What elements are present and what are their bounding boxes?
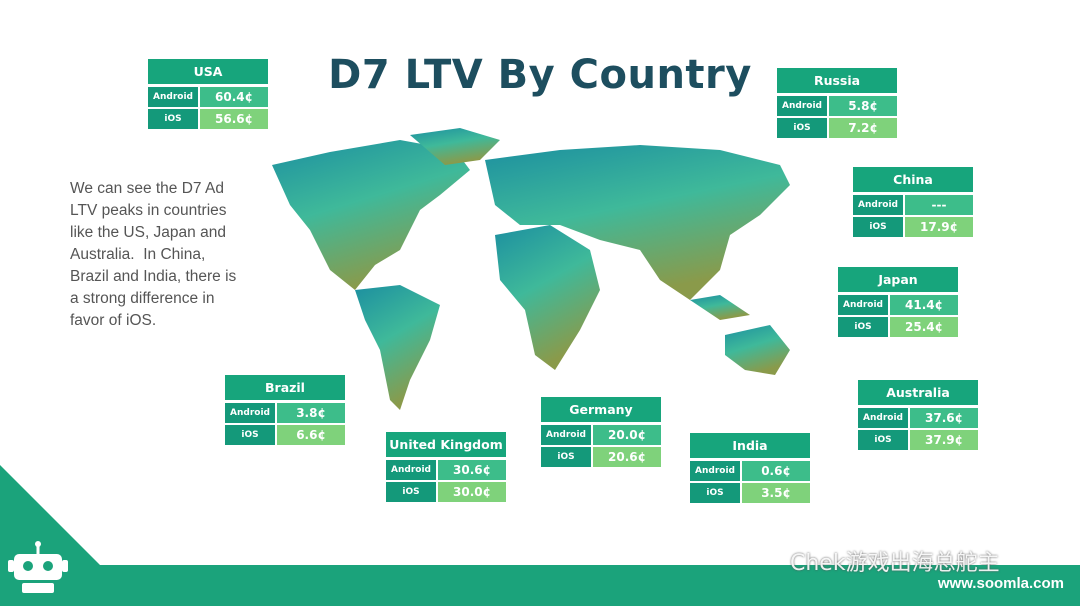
ltv-value: 20.0¢ [593, 425, 661, 445]
platform-row: Android 0.6¢ [690, 461, 810, 481]
country-box: China Android --- iOS 17.9¢ [853, 167, 973, 239]
country-name: USA [148, 59, 268, 84]
platform-label: iOS [148, 109, 198, 129]
ltv-value: 60.4¢ [200, 87, 268, 107]
platform-row: Android 5.8¢ [777, 96, 897, 116]
platform-label: Android [225, 403, 275, 423]
description-line: Brazil and India, there is [70, 268, 237, 285]
ltv-value: 56.6¢ [200, 109, 268, 129]
description: We can see the D7 Ad LTV peaks in countri… [70, 178, 236, 332]
robot-icon [8, 541, 68, 593]
platform-row: Android 37.6¢ [858, 408, 978, 428]
country-name: Germany [541, 397, 661, 422]
platform-label: iOS [225, 425, 275, 445]
platform-label: Android [148, 87, 198, 107]
country-name: Australia [858, 380, 978, 405]
country-box: Brazil Android 3.8¢ iOS 6.6¢ [225, 375, 345, 447]
platform-row: iOS 3.5¢ [690, 483, 810, 503]
ltv-value: 3.5¢ [742, 483, 810, 503]
ltv-value: 41.4¢ [890, 295, 958, 315]
description-line: Australia. In China, [70, 246, 206, 263]
platform-label: Android [386, 460, 436, 480]
country-box: Japan Android 41.4¢ iOS 25.4¢ [838, 267, 958, 339]
country-name: United Kingdom [386, 432, 506, 457]
description-line: a strong difference in [70, 290, 215, 307]
country-box: Australia Android 37.6¢ iOS 37.9¢ [858, 380, 978, 452]
platform-row: Android 60.4¢ [148, 87, 268, 107]
country-name: Brazil [225, 375, 345, 400]
platform-label: iOS [853, 217, 903, 237]
ltv-value: 0.6¢ [742, 461, 810, 481]
country-box: India Android 0.6¢ iOS 3.5¢ [690, 433, 810, 505]
platform-label: Android [541, 425, 591, 445]
ltv-value: 37.9¢ [910, 430, 978, 450]
ltv-value: 25.4¢ [890, 317, 958, 337]
country-name: India [690, 433, 810, 458]
platform-row: iOS 25.4¢ [838, 317, 958, 337]
ltv-value: 5.8¢ [829, 96, 897, 116]
website: www.soomla.com [937, 575, 1064, 592]
platform-label: Android [838, 295, 888, 315]
platform-label: iOS [541, 447, 591, 467]
description-line: LTV peaks in countries [70, 202, 227, 219]
description-line: We can see the D7 Ad [70, 180, 224, 197]
ltv-value: 17.9¢ [905, 217, 973, 237]
ltv-value: 30.0¢ [438, 482, 506, 502]
description-line: like the US, Japan and [70, 224, 226, 241]
platform-row: Android 30.6¢ [386, 460, 506, 480]
platform-label: Android [853, 195, 903, 215]
platform-row: iOS 56.6¢ [148, 109, 268, 129]
platform-row: Android 20.0¢ [541, 425, 661, 445]
ltv-value: --- [905, 195, 973, 215]
platform-row: iOS 20.6¢ [541, 447, 661, 467]
platform-row: iOS 6.6¢ [225, 425, 345, 445]
ltv-value: 3.8¢ [277, 403, 345, 423]
platform-row: iOS 17.9¢ [853, 217, 973, 237]
country-name: China [853, 167, 973, 192]
platform-label: iOS [838, 317, 888, 337]
ltv-value: 6.6¢ [277, 425, 345, 445]
country-box: USA Android 60.4¢ iOS 56.6¢ [148, 59, 268, 131]
country-name: Russia [777, 68, 897, 93]
platform-label: Android [690, 461, 740, 481]
country-box: Germany Android 20.0¢ iOS 20.6¢ [541, 397, 661, 469]
title: D7 LTV By Country [328, 52, 752, 98]
watermark: Chek游戏出海总舵主 [790, 551, 1000, 576]
platform-label: iOS [690, 483, 740, 503]
platform-label: iOS [858, 430, 908, 450]
ltv-value: 37.6¢ [910, 408, 978, 428]
platform-label: iOS [777, 118, 827, 138]
platform-label: Android [858, 408, 908, 428]
country-name: Japan [838, 267, 958, 292]
platform-label: iOS [386, 482, 436, 502]
country-box: United Kingdom Android 30.6¢ iOS 30.0¢ [386, 432, 506, 504]
platform-row: iOS 30.0¢ [386, 482, 506, 502]
country-box: Russia Android 5.8¢ iOS 7.2¢ [777, 68, 897, 140]
platform-row: Android --- [853, 195, 973, 215]
description-line: favor of iOS. [70, 312, 157, 329]
world-map [272, 128, 790, 410]
platform-row: Android 41.4¢ [838, 295, 958, 315]
ltv-value: 20.6¢ [593, 447, 661, 467]
ltv-value: 30.6¢ [438, 460, 506, 480]
platform-row: Android 3.8¢ [225, 403, 345, 423]
ltv-value: 7.2¢ [829, 118, 897, 138]
platform-row: iOS 37.9¢ [858, 430, 978, 450]
platform-row: iOS 7.2¢ [777, 118, 897, 138]
platform-label: Android [777, 96, 827, 116]
